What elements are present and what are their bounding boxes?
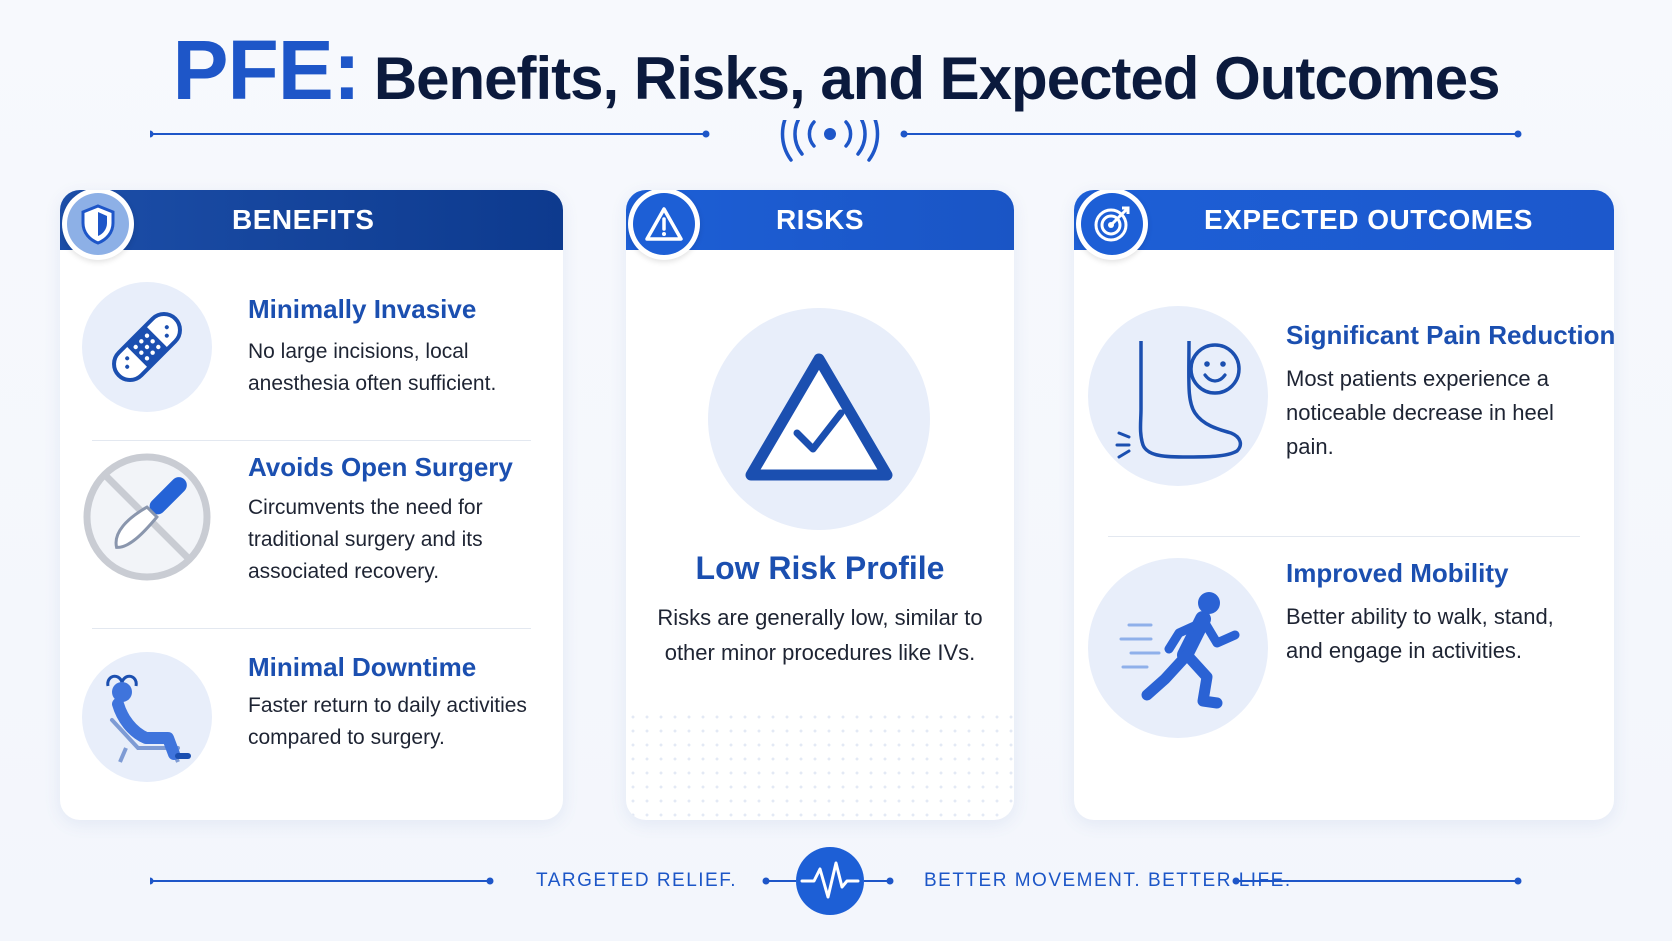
outcomes-badge <box>1076 190 1148 260</box>
outcome-title: Improved Mobility <box>1286 558 1509 588</box>
heartbeat-icon <box>796 847 864 915</box>
benefits-badge <box>62 190 134 260</box>
dot-pattern <box>626 710 1014 820</box>
benefit-title: Minimally Invasive <box>248 294 477 324</box>
bottom-divider <box>150 847 1522 915</box>
bandage-icon <box>112 312 182 382</box>
reclining-person-icon <box>106 674 191 763</box>
outcomes-panel: EXPECTED OUTCOMES Significant Pain Reduc… <box>1074 190 1614 820</box>
warning-check-icon <box>745 353 893 481</box>
target-icon <box>1094 206 1130 242</box>
benefit-text: Circumvents the need for traditional sur… <box>248 496 483 583</box>
risk-icon-circle <box>708 308 930 530</box>
benefit-text: Faster return to daily activities compar… <box>248 694 527 749</box>
title-main: Benefits, Risks, and Expected Outcomes <box>373 45 1501 112</box>
benefit-title: Minimal Downtime <box>248 652 477 682</box>
top-divider <box>150 120 1522 162</box>
risks-panel: RISKS Low Risk Profile Risks are general… <box>626 190 1014 820</box>
no-scalpel-icon <box>83 453 211 581</box>
risk-text: Risks are generally low, similar to othe… <box>657 605 983 665</box>
risks-title: RISKS <box>775 204 865 235</box>
page-title: PFE: Benefits, Risks, and Expected Outcom… <box>0 22 1672 119</box>
signal-icon <box>780 120 880 162</box>
footer-tagline-left: TARGETED RELIEF. <box>536 870 738 891</box>
benefits-header: BENEFITS <box>60 190 563 260</box>
benefits-title: BENEFITS <box>232 204 375 235</box>
runner-icon <box>1119 592 1240 709</box>
outcome-text: Better ability to walk, stand, and engag… <box>1286 604 1554 663</box>
footer-tagline-right: BETTER MOVEMENT. BETTER LIFE. <box>924 870 1292 891</box>
separator <box>92 440 531 441</box>
benefit-text: No large incisions, local anesthesia oft… <box>248 340 497 395</box>
outcomes-title: EXPECTED OUTCOMES <box>1204 204 1533 235</box>
title-prefix: PFE: <box>172 23 360 117</box>
outcome-text: Most patients experience a noticeable de… <box>1286 366 1554 459</box>
warning-icon <box>645 207 683 241</box>
risks-badge <box>628 190 700 260</box>
outcomes-header: EXPECTED OUTCOMES <box>1074 190 1614 260</box>
shield-icon <box>81 204 115 245</box>
outcome-title: Significant Pain Reduction <box>1286 320 1614 350</box>
separator <box>92 628 531 629</box>
risks-header: RISKS <box>626 190 1014 260</box>
benefits-panel: BENEFITS Minimally Invasive No larg <box>60 190 563 820</box>
risk-heading: Low Risk Profile <box>695 550 945 586</box>
foot-smile-icon <box>1115 340 1243 459</box>
benefit-title: Avoids Open Surgery <box>248 452 513 482</box>
separator <box>1108 536 1580 537</box>
